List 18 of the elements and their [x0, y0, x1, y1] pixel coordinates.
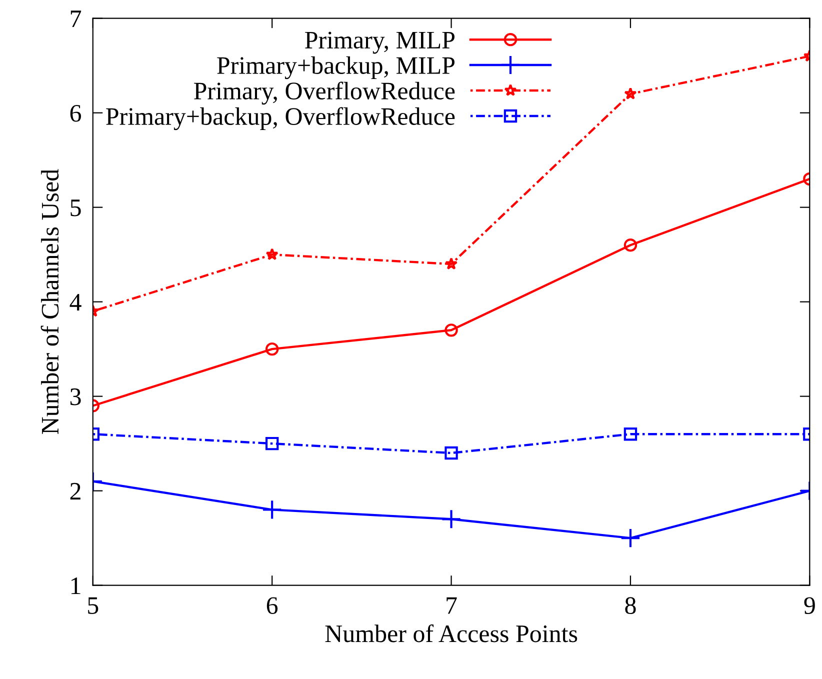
y-tick-label: 3: [70, 388, 81, 406]
y-tick-label: 2: [70, 482, 80, 500]
legend-label: Primary, MILP: [305, 32, 454, 54]
y-axis-title: Number of Channels Used: [40, 169, 59, 434]
x-tick-label: 8: [625, 597, 636, 614]
y-tick-label: 1: [71, 577, 80, 594]
y-tick-label: 6: [70, 104, 82, 122]
legend-label: Primary+backup, MILP: [217, 56, 454, 80]
x-tick-label: 6: [266, 597, 278, 614]
y-tick-label: 5: [70, 200, 81, 216]
x-tick-label: 7: [446, 597, 457, 614]
legend-label: Primary, OverflowReduce: [194, 82, 455, 105]
legend-label: Primary+backup, OverflowReduce: [106, 107, 455, 130]
y-tick-label: 7: [70, 10, 82, 28]
x-tick-label: 9: [804, 597, 815, 614]
y-tick-label: 4: [70, 294, 82, 310]
x-axis-title: Number of Access Points: [325, 624, 578, 642]
x-tick-label: 5: [88, 597, 98, 614]
